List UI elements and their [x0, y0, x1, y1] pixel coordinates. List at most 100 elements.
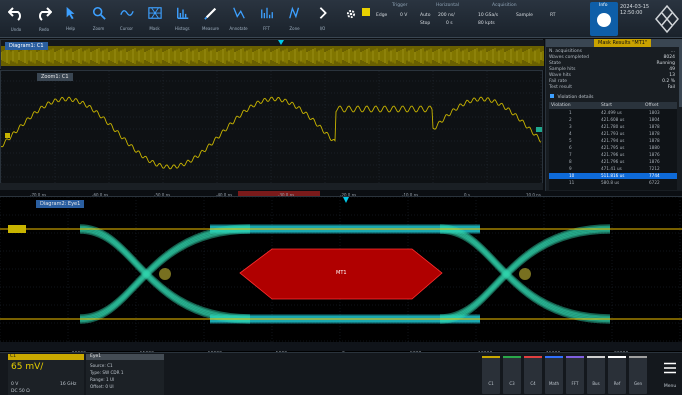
overview-diagram[interactable]: Diagram1: C1 [0, 39, 544, 70]
violation-cell: 421.793 us [601, 131, 625, 136]
signal-button-label: Ref [613, 381, 621, 386]
eye-diagram[interactable]: Diagram2: Eye1 MT1 [0, 196, 682, 352]
trigger-flag-icon [362, 8, 370, 16]
zoom-title[interactable]: Zoom1: C1 [37, 73, 73, 81]
eye-transition [439, 228, 611, 323]
violation-row[interactable]: 7 421.796 us 1876 [549, 152, 677, 158]
violation-row[interactable]: 3 421.780 us 1878 [549, 124, 677, 130]
eye-transition [79, 225, 251, 320]
zoom-axis-tick: 0 s [464, 193, 470, 198]
zoom-button[interactable]: Zoom [88, 2, 109, 36]
more-button[interactable]: I/O [312, 2, 333, 36]
channel-coupling: DC 50 Ω [11, 389, 30, 394]
overview-envelope [1, 46, 544, 66]
eye-trigger-marker[interactable] [343, 197, 349, 203]
trigger-panel[interactable]: Trigger Edge 0 V Auto Stop [376, 3, 431, 26]
violation-row[interactable]: 6 421.795 us 1880 [549, 145, 677, 151]
eye-plot [0, 197, 682, 343]
eye-transition [79, 227, 251, 321]
violation-details-toggle[interactable]: Violation details [550, 94, 678, 100]
redo-button[interactable]: Redo [32, 2, 56, 36]
violation-row[interactable]: 8 421.796 us 1876 [549, 159, 677, 165]
result-key: Sample hits [549, 67, 576, 72]
results-scrollbar[interactable] [679, 47, 682, 107]
violation-cell: 1880 [649, 145, 660, 150]
signal-button-math[interactable]: Math [545, 356, 563, 394]
violation-row[interactable]: 11 580.8 us 6722 [549, 180, 677, 186]
signal-button-fft[interactable]: FFT [566, 356, 584, 394]
info-button[interactable]: Info [590, 2, 618, 36]
violation-cell: 1878 [649, 131, 660, 136]
result-row: Waves completed 8024 [549, 55, 677, 61]
violation-row[interactable]: 2 421.608 us 1804 [549, 117, 677, 123]
mask-button[interactable]: Mask [144, 2, 165, 36]
violation-row[interactable]: 4 421.793 us 1878 [549, 131, 677, 137]
violation-cell: 11 [569, 180, 575, 185]
menu-button[interactable]: Menu [660, 356, 680, 394]
signal-color-bar [566, 356, 584, 358]
signal-button-label: Math [548, 381, 559, 386]
eye-crossing [519, 268, 531, 280]
signal-color-bar [545, 356, 563, 358]
eye-transition [439, 228, 611, 323]
signal-color-bar [524, 356, 542, 358]
trigger-status-indicator[interactable] [362, 8, 370, 34]
violation-row[interactable]: 1 42.499 us 1803 [549, 110, 677, 116]
signal-color-bar [482, 356, 500, 358]
violation-row[interactable]: 5 421.794 us 1878 [549, 138, 677, 144]
fft-button[interactable]: FFT [256, 2, 277, 36]
undo-button[interactable]: Undo [4, 2, 28, 36]
violation-row[interactable]: 10 511.816 us 7744 [549, 173, 677, 179]
eye-transition [439, 230, 611, 324]
results-header: Mask Results "MT1" [546, 39, 682, 47]
signal-button-ref[interactable]: Ref [608, 356, 626, 394]
violation-cell: 421.780 us [601, 124, 625, 129]
gear-button[interactable] [343, 4, 359, 34]
eye-transition [79, 230, 251, 324]
zoom-axis-tick: -60.0 ns [92, 193, 108, 198]
violation-cell: 8 [569, 159, 572, 164]
violation-cell: 421.608 us [601, 117, 625, 122]
histogram-button[interactable]: Histogr. [172, 2, 193, 36]
signal-button-c3[interactable]: C3 [503, 356, 521, 394]
horizontal-panel[interactable]: Horizontal 200 ns/ 0 s [436, 3, 459, 26]
overview-title[interactable]: Diagram1: C1 [5, 42, 48, 50]
eye-transition [439, 227, 611, 321]
mask-mt1-polygon[interactable] [239, 248, 443, 300]
signal-button-label: C4 [530, 381, 536, 386]
channel-offset: 0 V [11, 382, 19, 387]
mask-results-tab[interactable]: Mask Results "MT1" [594, 39, 652, 47]
result-row: Wave hits 13 [549, 73, 677, 79]
violations-header-row: Violation Start Offset [549, 102, 677, 109]
zone-button[interactable]: Zone [284, 2, 305, 36]
eye-transition [439, 230, 611, 324]
measure-button[interactable]: Measure [200, 2, 221, 36]
zoom-diagram[interactable]: Zoom1: C1 [0, 70, 544, 191]
zoom-axis-tick: -50.0 ns [154, 193, 170, 198]
cursor-button[interactable]: Cursor [116, 2, 137, 36]
zoom-scroll-marker[interactable] [536, 127, 542, 132]
signal-button-c1[interactable]: C1 [482, 356, 500, 394]
annotate-button[interactable]: Annotate [228, 2, 249, 36]
violation-cell: 1 [569, 110, 572, 115]
result-value: 49 [669, 67, 675, 72]
c1-offset-marker[interactable] [5, 133, 10, 138]
result-key: N. acquisitions [549, 49, 582, 54]
signal-bar: C1 65 mV/ 0 V 16 GHz DC 50 Ω Eye1 Source… [0, 352, 682, 395]
violations-table[interactable]: Violation Start Offset 1 42.499 us 1803 2 42… [549, 102, 677, 190]
acquisition-panel[interactable]: Acquisition 10 GSa/s 80 kpts Sample RT [478, 3, 556, 26]
signal-button-bus[interactable]: Bus [587, 356, 605, 394]
violation-row[interactable]: 9 471.41 us 7212 [549, 166, 677, 172]
violation-cell: 7744 [649, 173, 660, 178]
chevron-right-icon [319, 7, 327, 19]
signal-button-gen[interactable]: Gen [629, 356, 647, 394]
rohde-schwarz-logo-icon [655, 4, 679, 34]
eye-offset-marker[interactable] [8, 225, 26, 233]
eye-title[interactable]: Diagram2: Eye1 [36, 200, 85, 208]
help-button[interactable]: Help [60, 2, 81, 36]
result-key: Test result [549, 85, 573, 90]
zoom-waveform-plot [1, 71, 544, 191]
channel-c1-box[interactable]: C1 65 mV/ 0 V 16 GHz DC 50 Ω [8, 354, 84, 395]
signal-button-c4[interactable]: C4 [524, 356, 542, 394]
eye1-info-box[interactable]: Eye1 Source: C1 Type: SW CDR 1 Range: 1 … [86, 354, 164, 395]
